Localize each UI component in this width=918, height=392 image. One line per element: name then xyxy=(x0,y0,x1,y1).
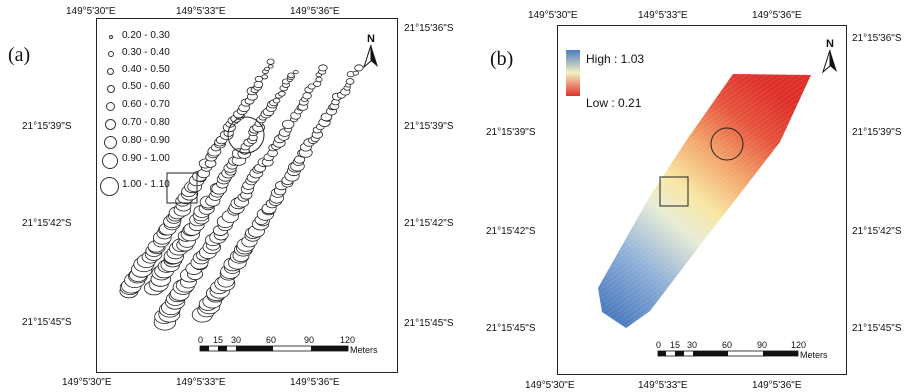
a-scale-15: 15 xyxy=(213,335,224,345)
panel-a-label: (a) xyxy=(8,44,31,66)
b-legend-color-ramp xyxy=(566,50,580,96)
b-scale-60: 60 xyxy=(722,340,733,350)
b-legend-low: Low : 0.21 xyxy=(586,96,642,110)
survey-point xyxy=(293,69,299,75)
a-right-lat-2: 21°15'39"S xyxy=(404,121,454,132)
b-scale-90: 90 xyxy=(757,340,768,350)
a-scale-90: 90 xyxy=(304,335,315,345)
survey-point xyxy=(261,74,269,80)
a-right-lat-3: 21°15'42"S xyxy=(404,218,454,229)
b-bottom-lon-1: 149°5'30"E xyxy=(525,380,575,391)
b-bottom-lon-2: 149°5'33"E xyxy=(638,380,688,391)
a-north-label: N xyxy=(367,33,375,45)
survey-point xyxy=(266,58,275,65)
survey-point xyxy=(318,64,328,72)
north-arrow-icon xyxy=(821,49,837,74)
panel-b-map-frame: High : 1.03 Low : 0.21 N 0 15 30 60 90 1… xyxy=(557,25,847,375)
a-top-lon-1: 149°5'30"E xyxy=(66,6,116,17)
a-legend-label-3: 0.40 - 0.50 xyxy=(122,64,170,75)
survey-point xyxy=(281,119,295,129)
survey-point xyxy=(264,66,270,72)
a-right-lat-4: 21°15'45"S xyxy=(404,318,454,329)
a-scale-bar-graphic xyxy=(199,345,349,352)
survey-point xyxy=(278,90,286,97)
a-scale-0: 0 xyxy=(198,335,204,345)
b-scale-120: 120 xyxy=(791,340,807,350)
survey-point xyxy=(345,78,355,85)
a-legend-label-7: 0.80 - 0.90 xyxy=(122,135,170,146)
b-top-lon-2: 149°5'33"E xyxy=(638,10,688,21)
a-right-lat-1: 21°15'36"S xyxy=(404,23,454,34)
a-legend-symbol-9 xyxy=(100,177,119,196)
a-bottom-lon-1: 149°5'30"E xyxy=(62,377,112,388)
b-left-lat-2: 21°15'42"S xyxy=(486,226,536,237)
b-left-lat-3: 21°15'45"S xyxy=(486,323,536,334)
a-legend-label-1: 0.20 - 0.30 xyxy=(122,30,170,41)
b-right-lat-2: 21°15'39"S xyxy=(852,127,902,138)
b-right-lat-4: 21°15'45"S xyxy=(852,323,902,334)
b-study-square xyxy=(659,176,689,207)
a-legend-symbol-1 xyxy=(109,35,113,39)
a-legend-symbol-6 xyxy=(105,119,116,130)
a-legend-symbol-8 xyxy=(102,153,118,169)
a-top-lon-3: 149°5'36"E xyxy=(290,6,340,17)
a-legend-label-2: 0.30 - 0.40 xyxy=(122,47,170,58)
a-left-lat-1: 21°15'39"S xyxy=(22,121,72,132)
a-study-square xyxy=(166,172,198,204)
b-north-label: N xyxy=(826,38,834,50)
b-study-circle xyxy=(710,127,744,161)
a-scale-60: 60 xyxy=(266,335,277,345)
a-scale-120: 120 xyxy=(340,335,356,345)
a-scale-30: 30 xyxy=(231,335,242,345)
a-legend-symbol-5 xyxy=(106,102,115,111)
b-bottom-lon-3: 149°5'36"E xyxy=(752,380,802,391)
a-scale-unit: Meters xyxy=(350,345,378,355)
a-bottom-lon-3: 149°5'36"E xyxy=(290,377,340,388)
a-legend-symbol-2 xyxy=(108,51,114,57)
b-scale-30: 30 xyxy=(687,340,698,350)
panel-b-interpolated-surface xyxy=(566,50,811,328)
a-top-lon-2: 149°5'33"E xyxy=(176,6,226,17)
a-legend-label-9: 1.00 - 1.10 xyxy=(122,179,170,190)
a-legend-symbol-3 xyxy=(107,68,114,75)
a-study-circle xyxy=(227,116,265,154)
panel-a-point-tracks xyxy=(119,58,364,331)
b-north-arrow: N xyxy=(820,38,840,77)
panel-b-label: (b) xyxy=(490,48,514,70)
a-legend-label-8: 0.90 - 1.00 xyxy=(122,153,170,164)
a-legend-label-4: 0.50 - 0.60 xyxy=(122,81,170,92)
a-legend-symbol-7 xyxy=(104,136,117,149)
a-left-lat-2: 21°15'42"S xyxy=(22,218,72,229)
b-left-lat-1: 21°15'39"S xyxy=(486,127,536,138)
b-right-lat-1: 21°15'36"S xyxy=(852,33,902,44)
a-legend-label-5: 0.60 - 0.70 xyxy=(122,99,170,110)
b-legend-high: High : 1.03 xyxy=(586,52,645,66)
survey-point xyxy=(354,64,364,72)
b-right-lat-3: 21°15'42"S xyxy=(852,226,902,237)
north-arrow-icon xyxy=(362,44,378,69)
b-scale-unit: Meters xyxy=(800,350,828,360)
b-scale-0: 0 xyxy=(656,340,662,350)
a-north-arrow: N xyxy=(361,33,381,72)
panel-a-map-frame: 0.20 - 0.30 0.30 - 0.40 0.40 - 0.50 0.50… xyxy=(96,18,398,373)
a-legend-symbol-4 xyxy=(107,85,115,93)
b-scale-15: 15 xyxy=(670,340,681,350)
b-top-lon-1: 149°5'30"E xyxy=(528,10,578,21)
a-left-lat-3: 21°15'45"S xyxy=(22,317,72,328)
b-scale-bar-graphic xyxy=(657,350,799,357)
a-bottom-lon-2: 149°5'33"E xyxy=(176,377,226,388)
survey-point xyxy=(352,70,359,76)
b-top-lon-3: 149°5'36"E xyxy=(752,10,802,21)
survey-point xyxy=(320,112,333,122)
survey-point xyxy=(287,72,295,79)
a-legend-label-6: 0.70 - 0.80 xyxy=(122,117,170,128)
